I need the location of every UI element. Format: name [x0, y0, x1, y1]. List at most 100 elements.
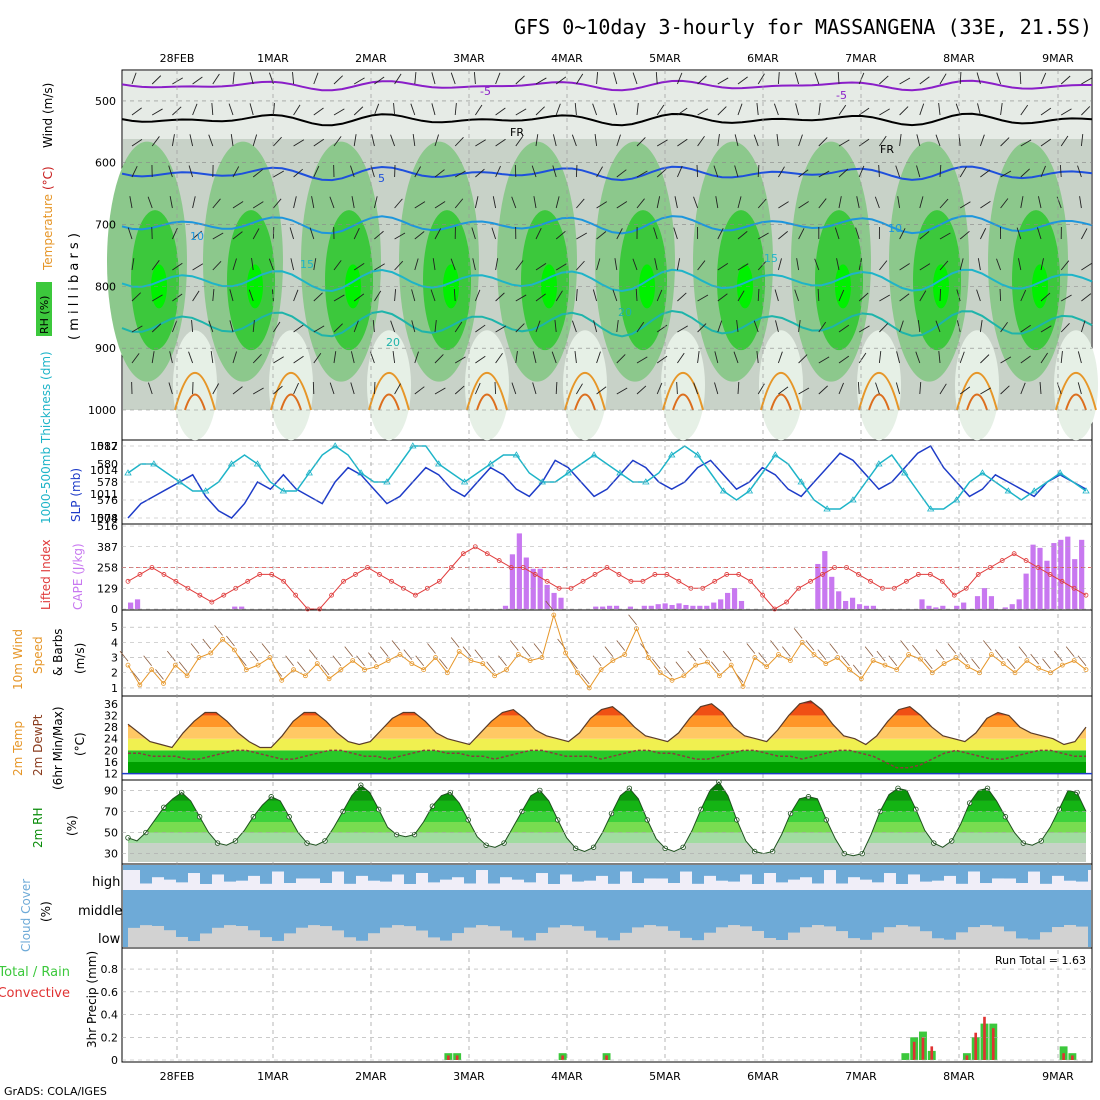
temp2m-line: [127, 700, 1087, 749]
wind-barb: [1016, 227, 1022, 240]
cloud-high-bar: [356, 866, 368, 876]
wind-barb: [980, 201, 991, 209]
wind-barb: [515, 323, 525, 333]
temp-contour-25: [564, 372, 606, 411]
wind-barb: [574, 103, 577, 116]
cloud-high-bar: [740, 866, 752, 875]
wind-barb: [656, 196, 661, 209]
cape-tick-label: 258: [97, 562, 118, 575]
cloud-high-bar: [344, 866, 356, 884]
wind-barb: [474, 382, 481, 395]
cloud-high-bar: [392, 866, 404, 875]
precip-panel: [121, 947, 1093, 1063]
wind-barb: [1040, 107, 1052, 116]
wind10-barb: [912, 644, 921, 656]
wind10-marker: [551, 612, 557, 618]
cloud-high-bar: [1028, 866, 1040, 872]
lifted-marker: [125, 578, 131, 584]
cloud-low-bar: [536, 932, 548, 947]
wind-barb: [838, 289, 845, 302]
cape-bar: [239, 606, 245, 609]
wind-barb: [798, 169, 809, 178]
cloud-low-bar: [284, 933, 296, 947]
cloud-high-bar: [668, 866, 680, 883]
wind-barb: [614, 258, 618, 271]
cape-bar: [690, 605, 696, 609]
date-label-top: 28FEB: [160, 52, 195, 65]
cape-bar: [725, 592, 731, 609]
cloud-high-bar: [692, 866, 704, 884]
wind10-barb: [285, 655, 294, 666]
wind-barb: [717, 77, 729, 85]
wind-barb: [535, 228, 542, 240]
axis-ticks: 574 576 578 580 582 1008 1011 1014 1017 0 129 258 38…: [90, 440, 1092, 1067]
wind-barb: [495, 165, 501, 178]
wind10-marker: [1083, 667, 1089, 673]
cape-bar: [1044, 560, 1050, 609]
wind-barb: [1020, 382, 1026, 395]
wind-barb: [1060, 260, 1070, 271]
wind-barb: [656, 139, 668, 147]
contour-label-fr: FR: [510, 126, 524, 139]
cloud-high-bar: [956, 866, 968, 884]
wind10-barb: [332, 655, 342, 666]
wind-barb: [151, 75, 162, 85]
wind-barb: [373, 381, 376, 395]
wind10-marker: [480, 661, 486, 667]
cape-bar: [711, 602, 717, 609]
cloud-high-bar: [896, 866, 908, 884]
rh-shade-saturated: [345, 264, 361, 309]
rh2m-axis-unit: (%): [65, 815, 79, 836]
cloud-low-bar: [392, 925, 404, 947]
wind-barb: [596, 231, 607, 240]
cloud-low-bar: [380, 927, 392, 947]
wind10-barb: [793, 628, 803, 639]
wind-barb: [412, 134, 416, 147]
wind10-marker: [492, 673, 498, 679]
wind-barb: [394, 232, 406, 240]
wind-barb: [411, 320, 416, 333]
cloud-low-bar: [932, 938, 944, 947]
cloud-high-bar: [488, 866, 500, 884]
temp2m-tick-label: 24: [104, 733, 118, 746]
wind-barb: [895, 165, 901, 178]
cape-bar: [1023, 573, 1029, 609]
wind10-barb: [226, 635, 235, 647]
cloud-high-bar: [380, 866, 392, 882]
cloud-low-bar: [1076, 926, 1088, 947]
wind-barb: [798, 354, 808, 364]
wind10-barb: [143, 655, 152, 666]
temp-band: [128, 762, 1086, 774]
wind-barb: [939, 260, 949, 271]
lifted-marker: [1059, 578, 1065, 584]
cloud-high-bar: [476, 866, 488, 871]
wind10-marker: [858, 676, 864, 682]
thickness-tick-label: 580: [97, 458, 118, 471]
wind-barb: [411, 289, 416, 302]
wind-barb: [333, 323, 343, 333]
cape-bar: [1009, 604, 1015, 609]
wind-barb: [212, 73, 220, 85]
cloud-low-bar: [968, 927, 980, 947]
lifted-marker: [496, 558, 502, 563]
wind-barb: [1060, 135, 1069, 147]
wind10-barb: [852, 664, 862, 676]
cloud-low-bar: [1016, 938, 1028, 947]
wind10-barb: [900, 640, 909, 651]
wind-barb: [677, 352, 685, 364]
thickness-marker: [952, 496, 961, 503]
rh2m-axis-label: 2m RH: [31, 808, 45, 849]
wind-barb: [653, 227, 658, 240]
wind-barb: [1040, 352, 1048, 364]
wind-barb: [554, 320, 557, 333]
cape-bar: [662, 603, 668, 609]
cloud-high-bar: [164, 866, 176, 880]
wind-barb: [313, 325, 325, 333]
wind10-barb: [379, 646, 389, 657]
wind-barb: [454, 170, 466, 178]
wind-barb: [495, 72, 501, 85]
wind10-marker: [373, 664, 379, 670]
wind-barb: [151, 136, 160, 147]
wind-barb: [818, 385, 828, 395]
precip-tick-label: 0: [111, 1054, 118, 1067]
